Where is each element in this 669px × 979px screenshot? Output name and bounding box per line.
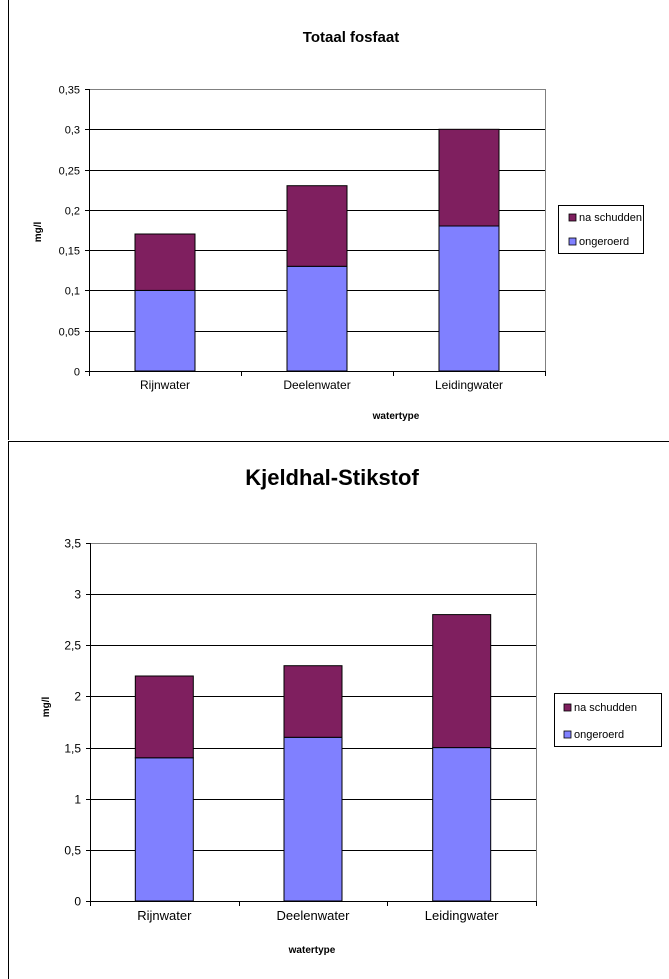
y-tick-label: 1,5 — [64, 742, 81, 756]
bar-segment-na-schudden-deelenwater — [286, 185, 348, 267]
y-tick-label: 1 — [74, 793, 81, 807]
y-tick-label: 0,2 — [65, 206, 80, 218]
plot-area: 0 0,5 1 1,5 2 2,5 3 3,5 Rijnwater Deelenwater Leid… — [64, 537, 537, 923]
legend-box — [558, 205, 644, 254]
y-tick-label: 0 — [74, 895, 81, 909]
legend-label-ongeroerd: ongeroerd — [579, 236, 629, 248]
x-axis-label: watertype — [288, 945, 336, 956]
bar-segment-na-schudden-leidingwater — [432, 614, 492, 749]
bar-segment-na-schudden-leidingwater — [438, 128, 500, 227]
chart-panel-kjeldhal-stikstof: Kjeldhal-Stikstof watertype mg/l na schu… — [0, 441, 669, 979]
y-tick-label: 0,1 — [65, 286, 80, 298]
y-tick-label: 2 — [74, 690, 81, 704]
bar-segment-ongeroerd-rijnwater — [134, 289, 196, 372]
x-category-label: Deelenwater — [277, 908, 351, 923]
y-tick-label: 3,5 — [64, 537, 81, 551]
legend-label-na-schudden: na schudden — [579, 212, 642, 224]
legend-label-ongeroerd: ongeroerd — [574, 729, 624, 741]
x-category-label: Leidingwater — [425, 908, 499, 923]
bar-segment-na-schudden-rijnwater — [134, 675, 194, 759]
legend-swatch-ongeroerd — [568, 237, 577, 246]
y-tick-label: 0,15 — [59, 246, 80, 258]
y-tick-label: 0,25 — [59, 166, 80, 178]
bar-segment-na-schudden-rijnwater — [134, 233, 196, 291]
y-axis-label: mg/l — [33, 222, 44, 243]
chart-kjeldhal-stikstof: Kjeldhal-Stikstof watertype mg/l na schu… — [8, 441, 669, 979]
y-tick-label: 3 — [74, 588, 81, 602]
legend-swatch-na-schudden — [568, 213, 577, 222]
bar-segment-ongeroerd-leidingwater — [432, 747, 492, 902]
legend-box — [554, 693, 662, 747]
legend-label-na-schudden: na schudden — [574, 702, 637, 714]
chart-title: Kjeldhal-Stikstof — [245, 465, 419, 490]
y-tick-label: 0,35 — [59, 85, 80, 97]
chart-totaal-fosfaat: Totaal fosfaat watertype mg/l na schudde… — [8, 0, 644, 440]
legend-swatch-ongeroerd — [563, 730, 572, 739]
x-category-label: Deelenwater — [283, 378, 350, 392]
y-tick-label: 0,05 — [59, 327, 80, 339]
y-tick-label: 2,5 — [64, 639, 81, 653]
chart-title: Totaal fosfaat — [303, 29, 399, 46]
y-tick-label: 0,3 — [65, 125, 80, 137]
y-tick-label: 0,5 — [64, 844, 81, 858]
bar-segment-ongeroerd-deelenwater — [283, 736, 343, 902]
plot-area: 0 0,05 0,1 0,15 0,2 0,25 0,3 0,35 Rijnwater Deele… — [59, 85, 546, 392]
x-category-label: Rijnwater — [140, 378, 190, 392]
x-category-label: Leidingwater — [435, 378, 503, 392]
y-axis-label: mg/l — [41, 697, 52, 718]
x-axis-label: watertype — [372, 411, 420, 422]
y-tick-label: 0 — [74, 367, 80, 379]
bar-segment-ongeroerd-rijnwater — [134, 757, 194, 902]
chart-panel-totaal-fosfaat: Totaal fosfaat watertype mg/l na schudde… — [0, 0, 669, 440]
bar-segment-ongeroerd-leidingwater — [438, 225, 500, 372]
x-category-label: Rijnwater — [137, 908, 192, 923]
bar-segment-ongeroerd-deelenwater — [286, 265, 348, 372]
bar-segment-na-schudden-deelenwater — [283, 665, 343, 738]
legend-swatch-na-schudden — [563, 703, 572, 712]
